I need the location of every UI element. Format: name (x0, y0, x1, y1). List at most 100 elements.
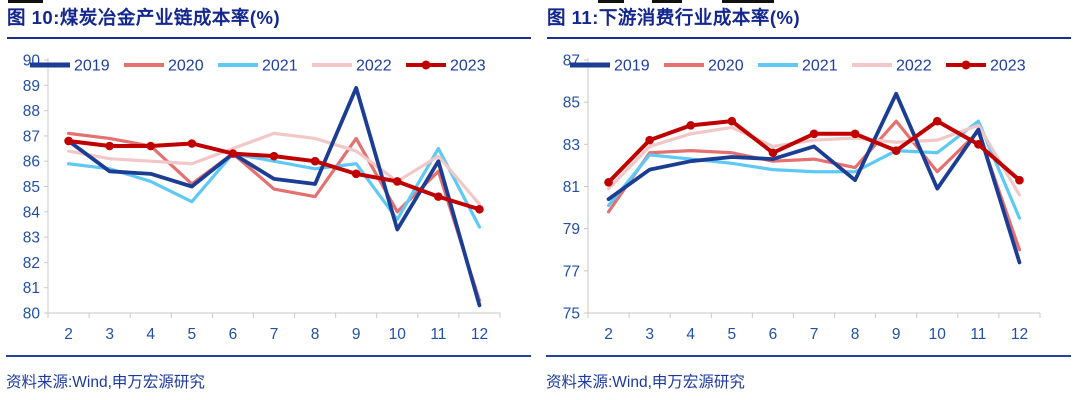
x-axis-label: 4 (146, 326, 155, 343)
y-axis-label: 83 (563, 137, 580, 154)
y-axis-label: 87 (23, 128, 40, 145)
legend-label-2020: 2020 (708, 58, 744, 75)
series-2021 (66, 146, 482, 229)
data-point-marker (768, 148, 778, 158)
legend-marker-2023 (421, 60, 431, 70)
y-axis-label: 89 (23, 78, 40, 95)
x-axis-label: 10 (929, 326, 947, 343)
data-point-marker (974, 140, 983, 149)
x-axis-label: 6 (229, 326, 238, 343)
data-point-marker (686, 121, 696, 130)
x-axis-labels: 2 3 4 5 6 7 8 9 10 11 12 (604, 326, 1028, 343)
data-point-marker (392, 177, 402, 186)
crop-artifact (598, 0, 624, 3)
axes (44, 58, 501, 318)
x-axis-label: 11 (430, 326, 446, 343)
data-point-marker (645, 135, 654, 145)
data-point-marker (64, 136, 73, 146)
series-2022 (606, 123, 1022, 197)
y-axis-label: 81 (23, 280, 40, 297)
series-2019 (606, 91, 1022, 265)
x-axis-label: 7 (270, 326, 279, 343)
figure-10-title: 图 10:煤炭冶金产业链成本率(%) (7, 6, 531, 39)
x-axis-label: 5 (188, 326, 197, 343)
legend-label-2021: 2021 (262, 58, 298, 75)
x-axis-label: 3 (105, 326, 114, 343)
y-axis-label: 77 (563, 263, 580, 280)
series-2019 (66, 85, 482, 308)
axes (584, 58, 1041, 318)
data-point-marker (727, 116, 737, 126)
x-axis-label: 10 (389, 326, 407, 343)
x-axis-label: 2 (64, 326, 73, 343)
data-point-marker (187, 139, 197, 148)
legend-label-2019: 2019 (74, 58, 110, 75)
data-point-marker (105, 141, 114, 151)
data-point-marker (228, 149, 238, 158)
series-2023 (604, 116, 1024, 187)
data-point-marker (434, 192, 443, 201)
figure-10-source: 资料来源:Wind,申万宏源研究 (6, 355, 531, 392)
legend-marker-2023 (961, 60, 971, 70)
y-axis-label: 82 (23, 255, 40, 272)
data-point-marker (1015, 175, 1024, 185)
legend: 2019 2020 2021 2022 2023 (570, 58, 1026, 75)
x-axis-label: 8 (311, 326, 320, 343)
figure-11-panel: 图 11:下游消费行业成本率(%) 75 77 79 81 83 85 8 7 2 3 4 5 6 7 8 9… (540, 0, 1080, 400)
series-line-2021 (66, 146, 482, 229)
y-axis-label: 83 (23, 230, 40, 247)
y-axis-label: 88 (23, 103, 40, 120)
series-line-2020 (606, 119, 1022, 252)
x-axis-label: 3 (645, 326, 654, 343)
x-axis-label: 8 (851, 326, 860, 343)
x-axis-label: 11 (970, 326, 986, 343)
legend-label-2020: 2020 (168, 58, 204, 75)
figure-10-panel: 图 10:煤炭冶金产业链成本率(%) 80 81 82 83 84 85 86 87 88 89 9… (6, 0, 531, 392)
y-axis-label: 75 (563, 306, 580, 323)
legend-label-2023: 2023 (990, 58, 1026, 75)
data-point-marker (850, 129, 860, 139)
series-line-2019 (66, 85, 482, 308)
data-point-marker (604, 177, 613, 187)
y-axis-label: 79 (563, 221, 580, 238)
x-axis-label: 12 (1011, 326, 1028, 343)
x-axis-labels: 2 3 4 5 6 7 8 9 10 11 12 (64, 326, 488, 343)
legend-label-2021: 2021 (802, 58, 838, 75)
series-line-2022 (606, 123, 1022, 197)
y-axis-label: 85 (23, 179, 40, 196)
legend-label-2022: 2022 (356, 58, 392, 75)
data-point-marker (351, 169, 361, 179)
series-2021 (606, 119, 1022, 220)
y-axis-label: 84 (23, 204, 41, 221)
y-axis-label: 86 (23, 154, 40, 171)
legend-label-2019: 2019 (614, 58, 650, 75)
data-point-marker (891, 146, 901, 155)
x-axis-label: 6 (769, 326, 778, 343)
figure-11-line-chart: 75 77 79 81 83 85 8 72 3 4 5 6 7 8 9 10 11 12 2019 2020 2021… (563, 53, 1041, 343)
x-axis-label: 5 (728, 326, 737, 343)
x-axis-label: 2 (604, 326, 613, 343)
data-point-marker (809, 129, 819, 139)
y-axis-label: 81 (563, 179, 580, 196)
data-point-marker (932, 116, 942, 126)
figure-11-source: 资料来源:Wind,申万宏源研究 (546, 355, 1071, 392)
x-axis-label: 9 (892, 326, 901, 343)
y-axis-label: 80 (23, 306, 41, 323)
crop-artifact (722, 0, 774, 3)
series-2020 (606, 119, 1022, 252)
series-line-2021 (606, 119, 1022, 220)
series-2022 (66, 131, 482, 206)
x-axis-label: 4 (686, 326, 695, 343)
legend-label-2023: 2023 (450, 58, 486, 75)
crop-artifact (652, 0, 682, 3)
legend-label-2022: 2022 (896, 58, 932, 75)
data-point-marker (269, 151, 279, 161)
series-line-2019 (606, 91, 1022, 265)
series-line-2022 (66, 131, 482, 206)
y-axis-label: 85 (563, 95, 580, 112)
x-axis-label: 7 (810, 326, 819, 343)
